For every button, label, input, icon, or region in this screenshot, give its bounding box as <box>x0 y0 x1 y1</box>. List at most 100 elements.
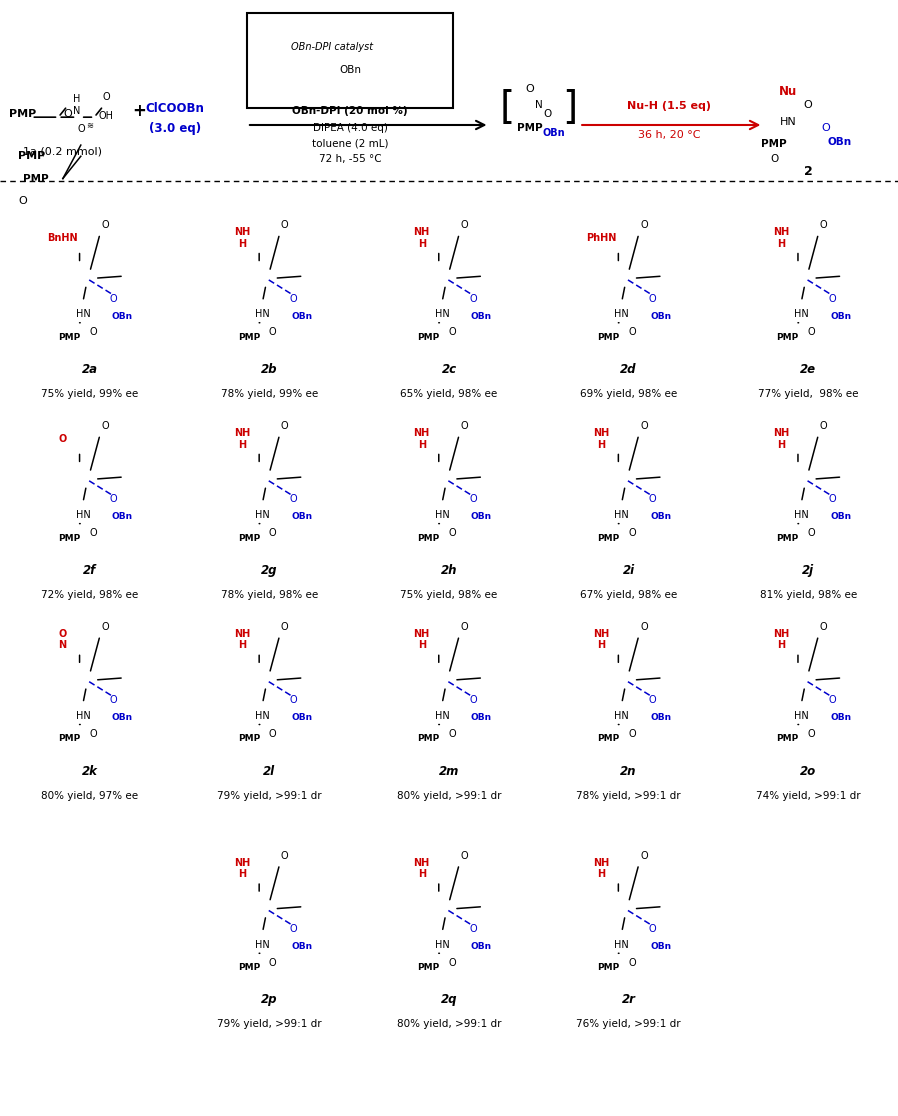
Text: 77% yield,  98% ee: 77% yield, 98% ee <box>758 389 858 398</box>
Text: DIPEA (4.0 eq): DIPEA (4.0 eq) <box>313 123 388 133</box>
Text: OH: OH <box>99 112 113 122</box>
Text: O: O <box>648 294 656 304</box>
Text: OBn: OBn <box>291 512 313 521</box>
Text: HN: HN <box>614 309 629 319</box>
Text: 72 h, -55 °C: 72 h, -55 °C <box>319 154 382 164</box>
Text: O: O <box>269 958 277 968</box>
Text: HN: HN <box>794 510 809 520</box>
Text: OBn: OBn <box>471 512 492 521</box>
Text: HN: HN <box>614 711 629 721</box>
Text: 36 h, 20 °C: 36 h, 20 °C <box>638 131 700 141</box>
Text: O: O <box>281 220 288 230</box>
Text: NH
H: NH H <box>594 429 610 450</box>
Text: O: O <box>110 294 118 304</box>
Text: PhHN: PhHN <box>586 233 617 243</box>
Text: PMP: PMP <box>597 734 620 743</box>
Text: O: O <box>281 421 288 431</box>
Text: 2b: 2b <box>261 363 277 376</box>
Text: PMP: PMP <box>23 174 48 183</box>
Text: HN: HN <box>794 711 809 721</box>
Text: 2k: 2k <box>82 764 98 778</box>
Text: PMP: PMP <box>238 734 260 743</box>
Text: O: O <box>629 528 636 538</box>
Text: HN: HN <box>435 940 450 950</box>
Text: PMP: PMP <box>58 734 81 743</box>
Text: O: O <box>461 622 468 632</box>
Text: OBn: OBn <box>830 713 851 722</box>
Text: O: O <box>101 622 109 632</box>
Text: NH
H: NH H <box>773 429 789 450</box>
Text: HN: HN <box>435 510 450 520</box>
Text: PMP: PMP <box>418 533 440 542</box>
Text: 65% yield, 98% ee: 65% yield, 98% ee <box>401 389 497 398</box>
Text: 78% yield, 99% ee: 78% yield, 99% ee <box>221 389 318 398</box>
Text: OBn: OBn <box>650 942 672 951</box>
Text: NH
H: NH H <box>234 629 251 651</box>
Text: HN: HN <box>794 309 809 319</box>
Text: HN: HN <box>255 940 270 950</box>
Text: 80% yield, 97% ee: 80% yield, 97% ee <box>41 791 138 800</box>
Text: O: O <box>808 729 815 739</box>
Text: ClCOOBn: ClCOOBn <box>145 102 205 115</box>
Text: 2l: 2l <box>263 764 276 778</box>
Text: toluene (2 mL): toluene (2 mL) <box>312 138 389 148</box>
Text: O: O <box>808 327 815 337</box>
Text: NH
H: NH H <box>773 629 789 651</box>
Text: 80% yield, >99:1 dr: 80% yield, >99:1 dr <box>397 791 501 800</box>
Text: HN: HN <box>255 309 270 319</box>
FancyBboxPatch shape <box>247 13 453 108</box>
Text: O: O <box>269 528 277 538</box>
Text: 2m: 2m <box>439 764 459 778</box>
Text: O: O <box>101 421 109 431</box>
Text: OBn: OBn <box>339 65 361 75</box>
Text: 2a: 2a <box>82 363 98 376</box>
Text: 2g: 2g <box>261 564 277 577</box>
Text: 2n: 2n <box>621 764 637 778</box>
Text: O: O <box>461 220 468 230</box>
Text: 1a (0.2 mmol): 1a (0.2 mmol) <box>23 146 102 156</box>
Text: PMP: PMP <box>9 109 36 119</box>
Text: O: O <box>469 695 477 705</box>
Text: O: O <box>804 100 813 110</box>
Text: O: O <box>449 327 456 337</box>
Text: [: [ <box>500 89 515 127</box>
Text: OBn: OBn <box>650 311 672 320</box>
Text: NH
H: NH H <box>594 858 610 879</box>
Text: OBn: OBn <box>650 713 672 722</box>
Text: 2i: 2i <box>622 564 635 577</box>
Text: PMP: PMP <box>777 333 799 341</box>
Text: HN: HN <box>435 711 450 721</box>
Text: O: O <box>110 695 118 705</box>
Text: O: O <box>90 327 97 337</box>
Text: O: O <box>63 109 72 119</box>
Text: (3.0 eq): (3.0 eq) <box>149 122 201 135</box>
Text: HN: HN <box>435 309 450 319</box>
Text: NH
H: NH H <box>594 629 610 651</box>
Text: NH
H: NH H <box>414 858 430 879</box>
Text: 69% yield, 98% ee: 69% yield, 98% ee <box>580 389 677 398</box>
Text: NH
H: NH H <box>414 429 430 450</box>
Text: O: O <box>822 123 831 133</box>
Text: O: O <box>820 220 827 230</box>
Text: HN: HN <box>75 309 91 319</box>
Text: O: O <box>525 84 534 94</box>
Text: 2e: 2e <box>800 363 816 376</box>
Text: 81% yield, 98% ee: 81% yield, 98% ee <box>760 590 857 599</box>
Text: 2j: 2j <box>802 564 814 577</box>
Text: O: O <box>828 494 836 504</box>
Text: N: N <box>535 100 542 110</box>
Text: ]: ] <box>563 89 577 127</box>
Text: O
N: O N <box>58 629 66 651</box>
Text: O: O <box>449 528 456 538</box>
Text: O: O <box>58 434 66 444</box>
Text: OBn: OBn <box>830 512 851 521</box>
Text: PMP: PMP <box>238 333 260 341</box>
Text: O: O <box>828 294 836 304</box>
Text: O: O <box>770 154 779 164</box>
Text: OBn: OBn <box>542 128 566 138</box>
Text: +: + <box>132 102 146 121</box>
Text: H
N: H N <box>73 94 80 116</box>
Text: PMP: PMP <box>238 533 260 542</box>
Text: 79% yield, >99:1 dr: 79% yield, >99:1 dr <box>217 1020 321 1029</box>
Text: O: O <box>648 924 656 934</box>
